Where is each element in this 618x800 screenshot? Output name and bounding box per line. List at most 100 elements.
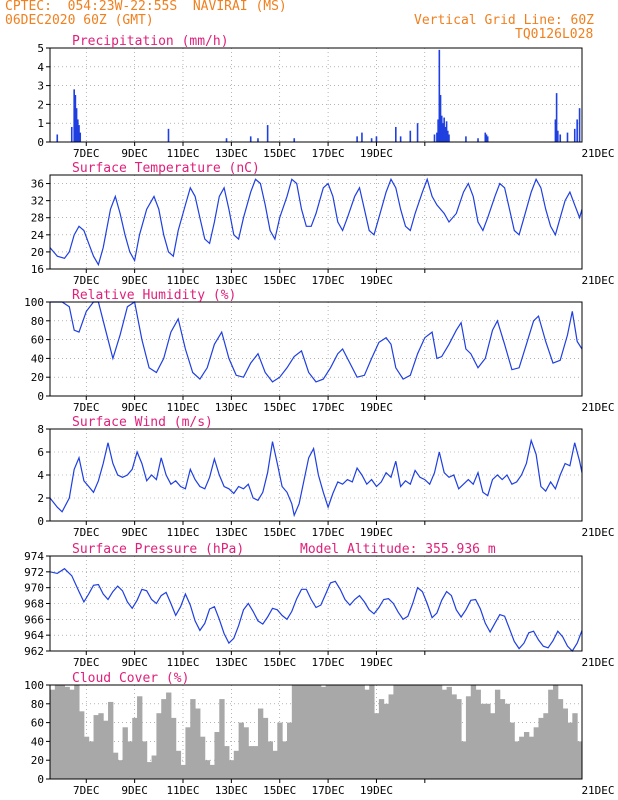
x-tick-label: 11DEC	[166, 784, 199, 797]
bar	[485, 134, 488, 142]
bar	[470, 685, 477, 779]
bar	[286, 722, 293, 779]
bar	[490, 713, 496, 779]
y-tick-label: 0	[37, 390, 44, 403]
x-tick-label: 7DEC	[73, 147, 100, 160]
x-tick-label: 13DEC	[215, 147, 248, 160]
x-tick-label: 9DEC	[121, 274, 148, 287]
x-tick-label: 15DEC	[263, 274, 296, 287]
bar	[335, 685, 341, 779]
bar	[311, 685, 317, 779]
bar	[214, 732, 220, 779]
bar	[356, 136, 358, 142]
bar	[554, 119, 557, 142]
series-line	[49, 567, 583, 652]
bar	[209, 764, 215, 779]
bar	[98, 713, 104, 779]
bar	[441, 689, 448, 779]
bar	[442, 123, 444, 142]
bar	[112, 752, 119, 779]
bar	[374, 713, 380, 779]
bar	[375, 136, 378, 142]
bar	[282, 741, 288, 779]
bar	[293, 138, 296, 142]
x-tick-label: 13DEC	[215, 656, 248, 669]
header-date: 06DEC2020 60Z (GMT)	[5, 13, 154, 28]
bar	[416, 123, 419, 142]
bar	[437, 119, 439, 142]
bar	[141, 741, 148, 779]
bar	[504, 703, 510, 779]
y-tick-label: 100	[24, 679, 44, 692]
bar	[409, 130, 412, 142]
header-grid-note: Vertical Grid Line: 60Z	[414, 13, 595, 28]
bar	[361, 132, 363, 142]
bar	[59, 685, 66, 779]
bar	[70, 126, 73, 142]
bar	[369, 685, 375, 779]
bar	[267, 741, 273, 779]
series-line	[49, 177, 583, 267]
bar	[122, 727, 128, 779]
bar	[320, 686, 327, 779]
bar	[296, 685, 302, 779]
bar	[175, 750, 182, 779]
bar	[79, 711, 85, 779]
bar	[253, 746, 259, 779]
bar	[499, 699, 506, 779]
y-tick-label: 20	[31, 246, 44, 259]
bar	[436, 132, 438, 142]
bar	[180, 764, 186, 779]
bar	[167, 128, 170, 142]
x-tick-label: 17DEC	[312, 784, 345, 797]
y-tick-label: 3	[37, 80, 44, 93]
bar	[417, 685, 423, 779]
plot-frame	[49, 47, 583, 143]
bar	[349, 685, 356, 779]
bar	[325, 685, 332, 779]
y-tick-label: 36	[31, 178, 44, 191]
panel-title: Surface Wind (m/s)	[72, 415, 213, 430]
bar	[543, 713, 549, 779]
bar	[74, 685, 80, 779]
bar	[354, 685, 361, 779]
bar	[137, 696, 143, 779]
bar	[257, 138, 259, 142]
bar	[219, 699, 225, 779]
y-tick-label: 2	[37, 492, 44, 505]
bar	[578, 108, 581, 142]
x-tick-label: 21DEC	[581, 784, 614, 797]
bar	[461, 741, 467, 779]
bar	[54, 685, 61, 779]
bar	[528, 736, 535, 779]
bar	[393, 685, 399, 779]
y-tick-label: 80	[31, 315, 44, 328]
bar	[440, 115, 443, 142]
x-tick-label: 11DEC	[166, 401, 199, 414]
bar	[557, 130, 559, 142]
bar	[301, 685, 307, 779]
bar	[248, 746, 254, 779]
x-tick-label: 15DEC	[263, 656, 296, 669]
x-tick-label: 17DEC	[312, 656, 345, 669]
plot-frame	[49, 301, 583, 397]
x-tick-label: 17DEC	[312, 526, 345, 539]
x-tick-label: 7DEC	[73, 401, 100, 414]
bar	[132, 717, 138, 779]
panel-title: Relative Humidity (%)	[72, 288, 236, 303]
bar	[445, 121, 448, 142]
bar	[103, 720, 109, 779]
x-tick-label: 21DEC	[581, 656, 614, 669]
bar	[514, 741, 520, 779]
x-tick-label: 9DEC	[121, 401, 148, 414]
y-tick-label: 2	[37, 98, 44, 111]
bar	[446, 686, 452, 779]
x-tick-label: 17DEC	[312, 274, 345, 287]
x-tick-label: 15DEC	[263, 401, 296, 414]
bar	[438, 49, 441, 142]
x-tick-label: 9DEC	[121, 784, 148, 797]
x-tick-label: 21DEC	[581, 526, 614, 539]
panel-title: Precipitation (mm/h)	[72, 34, 229, 49]
y-tick-label: 966	[24, 613, 44, 626]
y-tick-label: 16	[31, 263, 44, 276]
